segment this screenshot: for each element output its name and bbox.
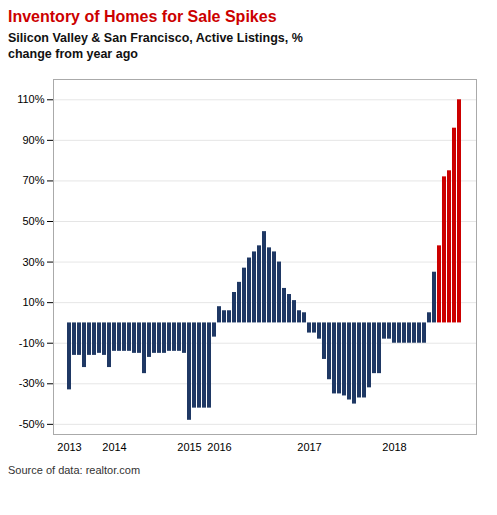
svg-text:2018: 2018 bbox=[382, 441, 406, 453]
svg-text:-10%: -10% bbox=[19, 336, 45, 348]
html-text:Inventory of Homes for Sale Sp: Inventory of Homes for Sale Spikes bbox=[8, 8, 277, 25]
html-text:Source of data: realtor.com: Source of data: realtor.com bbox=[8, 463, 141, 476]
svg-text:30%: 30% bbox=[22, 255, 44, 267]
svg-text:-50%: -50% bbox=[19, 417, 45, 429]
svg-text:2016: 2016 bbox=[207, 441, 231, 453]
svg-text:90%: 90% bbox=[22, 133, 44, 145]
svg-text:10%: 10% bbox=[22, 296, 44, 308]
svg-text:2014: 2014 bbox=[102, 441, 126, 453]
svg-text:2015: 2015 bbox=[177, 441, 201, 453]
svg-text:2013: 2013 bbox=[57, 441, 81, 453]
svg-text:110%: 110% bbox=[17, 93, 45, 105]
svg-text:2017: 2017 bbox=[297, 441, 321, 453]
svg-text:50%: 50% bbox=[22, 215, 44, 227]
html-text:Silicon Valley & San Francisco: Silicon Valley & San Francisco, Active L… bbox=[8, 31, 303, 62]
svg-text:70%: 70% bbox=[22, 174, 44, 186]
svg-text:-30%: -30% bbox=[19, 377, 45, 389]
